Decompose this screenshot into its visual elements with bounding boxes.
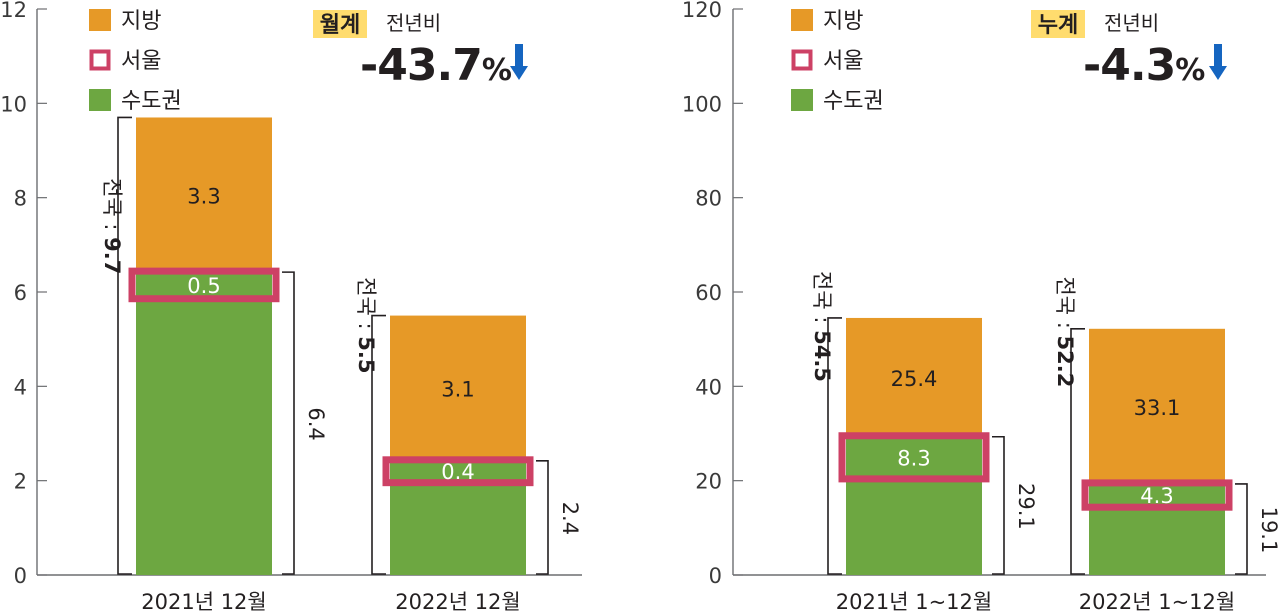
y-tick-label: 2 bbox=[14, 470, 27, 494]
capital-bracket bbox=[282, 271, 295, 575]
capital-total-label: 29.1 bbox=[1014, 483, 1038, 530]
national-total-value: 52.2 bbox=[1053, 336, 1077, 388]
seoul-value-label: 4.3 bbox=[1140, 484, 1173, 508]
capital-total-label: 6.4 bbox=[304, 407, 328, 440]
legend-swatch bbox=[89, 9, 111, 31]
national-total-label: 전국 : 54.5 bbox=[810, 271, 834, 382]
national-total-label: 전국 : 52.2 bbox=[1053, 276, 1077, 387]
bar-region bbox=[136, 117, 272, 274]
y-tick-label: 100 bbox=[682, 92, 722, 116]
y-tick-label: 6 bbox=[14, 281, 27, 305]
yoy-caption: 전년비 bbox=[1104, 11, 1159, 35]
legend-swatch-seoul bbox=[89, 49, 111, 71]
capital-bracket bbox=[1235, 483, 1248, 575]
y-tick-label: 120 bbox=[682, 0, 722, 22]
y-tick-label: 12 bbox=[0, 0, 27, 22]
bar-region bbox=[1089, 328, 1225, 485]
yoy-value: -43.7% bbox=[360, 40, 512, 91]
seoul-value-label: 0.4 bbox=[441, 460, 474, 484]
legend-label: 수도권 bbox=[121, 89, 182, 114]
national-total-value: 9.7 bbox=[100, 237, 124, 274]
x-category-label: 2021년 1~12월 bbox=[836, 590, 992, 614]
seoul-value-label: 0.5 bbox=[187, 274, 220, 298]
national-bracket bbox=[1070, 327, 1085, 575]
bar-capital bbox=[846, 437, 982, 575]
yoy-value: -4.3% bbox=[1083, 40, 1205, 91]
region-value-label: 33.1 bbox=[1134, 396, 1181, 420]
national-total-value: 5.5 bbox=[354, 336, 378, 373]
y-tick-label: 80 bbox=[695, 187, 722, 211]
y-tick-label: 60 bbox=[695, 281, 722, 305]
legend-label: 수도권 bbox=[823, 89, 884, 114]
national-total-value: 54.5 bbox=[810, 330, 834, 382]
seoul-value-label: 8.3 bbox=[897, 446, 930, 470]
legend-swatch bbox=[791, 9, 813, 31]
period-badge bbox=[1031, 10, 1085, 38]
seoul-highlight-box bbox=[1081, 479, 1233, 511]
national-total-label: 전국 : 5.5 bbox=[354, 277, 378, 373]
yoy-unit: % bbox=[1175, 53, 1205, 88]
region-value-label: 3.3 bbox=[187, 184, 220, 208]
legend-label: 지방 bbox=[823, 9, 863, 34]
capital-total-label: 2.4 bbox=[558, 502, 582, 535]
legend-label: 지방 bbox=[121, 9, 161, 34]
national-total-label: 전국 : 9.7 bbox=[100, 178, 124, 274]
y-tick-label: 20 bbox=[695, 470, 722, 494]
x-category-label: 2022년 1~12월 bbox=[1079, 590, 1235, 614]
period-badge bbox=[313, 10, 367, 38]
seoul-highlight-box bbox=[838, 432, 990, 483]
legend-swatch bbox=[89, 89, 111, 111]
y-tick-label: 0 bbox=[709, 564, 722, 588]
capital-bracket bbox=[992, 435, 1005, 575]
legend-swatch bbox=[791, 89, 813, 111]
seoul-highlight-box bbox=[382, 456, 534, 487]
region-value-label: 25.4 bbox=[891, 367, 938, 391]
y-tick-label: 8 bbox=[14, 187, 27, 211]
x-category-label: 2022년 12월 bbox=[395, 590, 520, 614]
region-value-label: 3.1 bbox=[441, 378, 474, 402]
legend-swatch-seoul bbox=[791, 49, 813, 71]
national-bracket bbox=[827, 317, 842, 575]
seoul-highlight-box bbox=[128, 267, 280, 303]
period-badge-label: 월계 bbox=[320, 13, 360, 38]
y-tick-label: 40 bbox=[695, 375, 722, 399]
y-tick-label: 0 bbox=[14, 564, 27, 588]
capital-bracket bbox=[536, 460, 549, 575]
down-arrow-icon bbox=[510, 44, 528, 80]
legend-label: 서울 bbox=[121, 49, 161, 74]
x-category-label: 2021년 12월 bbox=[141, 590, 266, 614]
period-badge-label: 누계 bbox=[1038, 13, 1078, 38]
y-tick-label: 10 bbox=[0, 92, 27, 116]
yoy-caption: 전년비 bbox=[386, 11, 441, 35]
y-tick-label: 4 bbox=[14, 375, 27, 399]
down-arrow-icon bbox=[1209, 44, 1227, 80]
national-bracket bbox=[371, 314, 386, 575]
capital-total-label: 19.1 bbox=[1257, 507, 1280, 554]
bar-capital bbox=[136, 273, 272, 575]
yoy-unit: % bbox=[482, 53, 512, 88]
national-bracket bbox=[117, 116, 132, 575]
bar-capital bbox=[1089, 484, 1225, 575]
bar-region bbox=[846, 317, 982, 438]
legend-label: 서울 bbox=[823, 49, 863, 74]
bar-region bbox=[390, 315, 526, 462]
